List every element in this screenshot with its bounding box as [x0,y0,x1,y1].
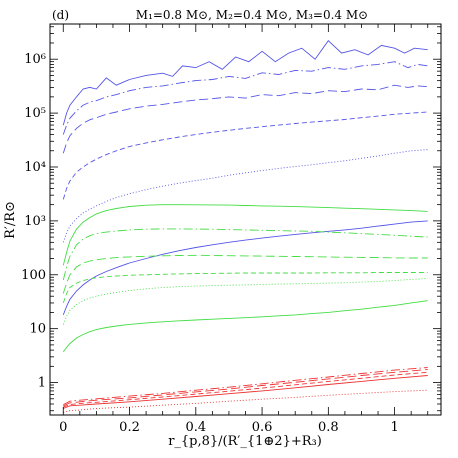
series-line [62,278,428,325]
plot-frame [49,23,442,416]
series-line [63,389,428,413]
y-tick-label: 10⁴ [24,160,46,175]
series-line [63,371,428,408]
series-line [62,220,428,316]
series-line [62,228,428,281]
x-axis-label: r_{p,8}/(R′_{1⊕2}+R₃) [168,434,322,449]
y-tick-label: 1 [38,376,46,391]
plot-area: 0 0.2 0.4 0.6 0.8 1 1 10 100 10³ 10⁴ 10⁵ 10⁶ [21,23,442,435]
y-tick-label: 10³ [24,214,46,229]
y-tick-label: 100 [21,268,46,283]
series-line [62,204,428,266]
x-tick-label: 1 [390,420,398,435]
x-tick-label: 0.2 [119,420,140,435]
y-tick-label: 10⁶ [24,52,46,67]
chart-title: M₁=0.8 M⊙, M₂=0.4 M⊙, M₃=0.4 M⊙ [136,8,368,22]
series-line [62,111,428,200]
series-layer [62,40,428,413]
series-line [63,369,428,407]
series-line [62,40,428,126]
y-axis-label: R′/R⊙ [3,201,18,239]
panel-label: (d) [52,8,69,22]
y-tick-label: 10⁵ [24,106,46,121]
series-line [62,272,428,304]
ticks-layer: 0 0.2 0.4 0.6 0.8 1 1 10 100 10³ 10⁴ 10⁵ 10⁶ [21,24,441,435]
series-line [62,300,428,353]
series-line [63,367,428,406]
y-tick-label: 10 [29,322,46,337]
series-line [62,84,428,154]
x-tick-label: 0.6 [252,420,273,435]
x-tick-label: 0 [59,420,67,435]
series-line [62,149,428,243]
series-line [62,61,428,135]
series-line [62,254,428,294]
series-line [63,375,428,409]
x-tick-label: 0.4 [185,420,206,435]
x-tick-label: 0.8 [318,420,339,435]
